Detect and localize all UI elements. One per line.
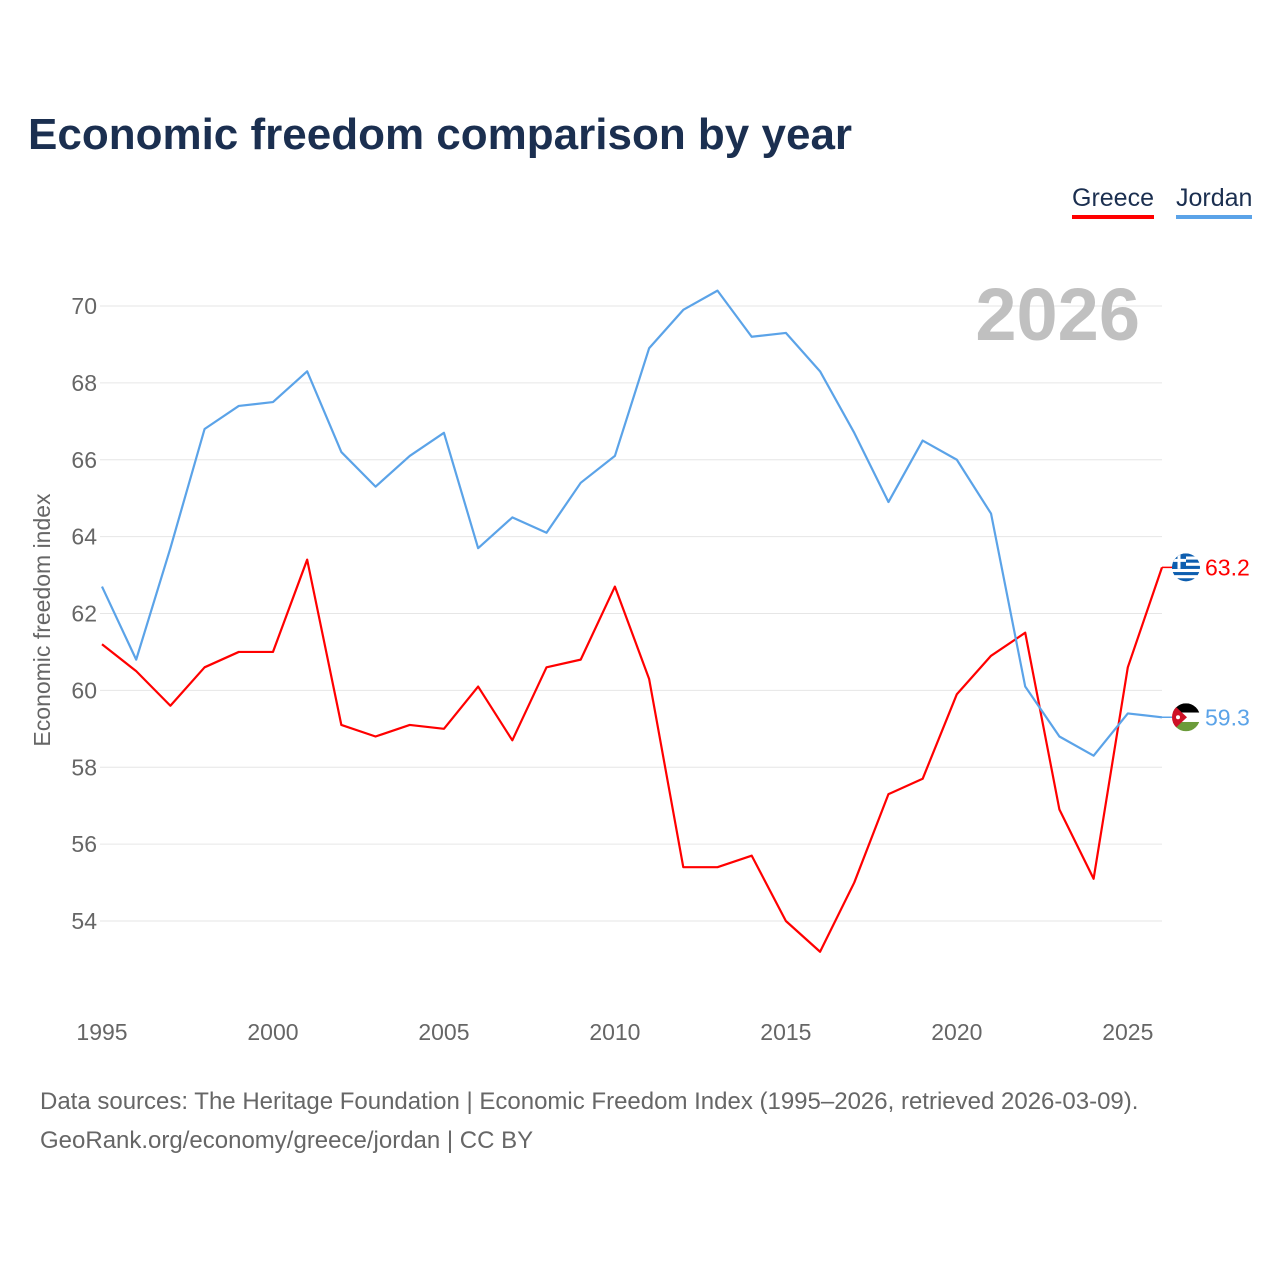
y-tick-label: 70: [71, 293, 97, 319]
legend-jordan[interactable]: Jordan: [1176, 184, 1253, 219]
y-tick-label: 62: [71, 601, 97, 627]
footer-sources: Data sources: The Heritage Foundation | …: [40, 1088, 1139, 1115]
x-tick-label: 2020: [931, 1019, 982, 1045]
end-value-label-greece: 63.2: [1205, 554, 1250, 580]
y-tick-label: 68: [71, 370, 97, 396]
legend-label-jordan: Jordan: [1176, 184, 1253, 212]
series-line-greece: [101, 558, 1164, 953]
series-line-jordan: [101, 289, 1163, 757]
y-tick-label: 66: [71, 447, 97, 473]
end-value-label-jordan: 59.3: [1205, 704, 1250, 730]
year-watermark: 2026: [975, 273, 1140, 356]
y-tick-label: 60: [71, 677, 97, 703]
x-tick-label: 2010: [589, 1019, 640, 1045]
legend-greece[interactable]: Greece: [1072, 184, 1154, 219]
legend-label-greece: Greece: [1072, 184, 1154, 212]
jordan-flag-icon: [1172, 703, 1200, 732]
y-tick-label: 64: [71, 524, 97, 550]
footer-credit: GeoRank.org/economy/greece/jordan | CC B…: [40, 1127, 534, 1154]
chart-title: Economic freedom comparison by year: [28, 110, 853, 159]
y-axis-label: Economic freedom index: [29, 493, 55, 747]
y-tick-label: 56: [71, 831, 97, 857]
x-tick-label: 2015: [760, 1019, 811, 1045]
x-tick-label: 2005: [418, 1019, 469, 1045]
y-tick-label: 54: [71, 908, 97, 934]
greece-flag-icon: [1172, 553, 1200, 582]
x-tick-label: 2000: [247, 1019, 298, 1045]
x-tick-label: 1995: [76, 1019, 127, 1045]
x-tick-label: 2025: [1102, 1019, 1153, 1045]
y-tick-label: 58: [71, 754, 97, 780]
